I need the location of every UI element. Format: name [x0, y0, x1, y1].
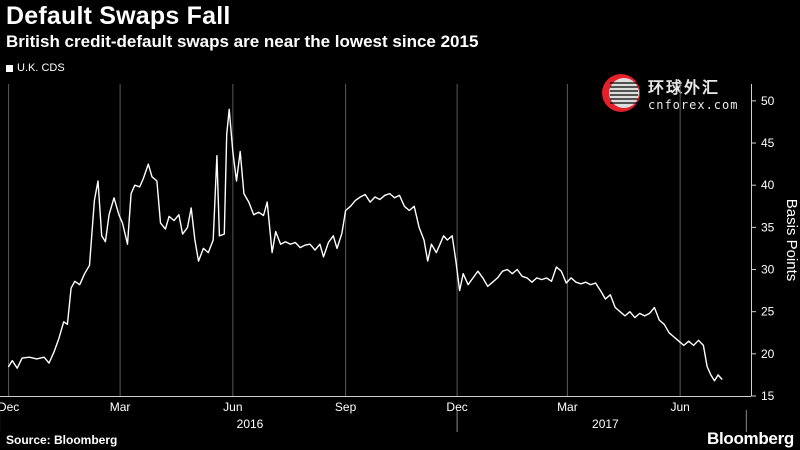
watermark-cn-text: 环球外汇	[648, 78, 721, 97]
series-line-uk-cds	[7, 108, 723, 382]
chart-subtitle: British credit-default swaps are near th…	[6, 32, 479, 51]
y-tick-label-5: 40	[761, 178, 775, 192]
y-tick-label-4: 35	[761, 220, 775, 234]
legend-swatch	[6, 64, 13, 72]
x-year-label-0: 2016	[237, 417, 264, 431]
y-axis-title: Basis Points	[783, 199, 800, 282]
y-tick-label-1: 20	[761, 347, 775, 361]
source-note: Source: Bloomberg	[6, 433, 118, 447]
bloomberg-logo: Bloomberg	[706, 429, 794, 448]
cnforex-logo-icon	[602, 74, 640, 112]
watermark: 环球外汇 cnforex.com	[600, 72, 738, 114]
x-tick-label-6: Jun	[670, 400, 689, 414]
y-tick-label-6: 45	[761, 136, 775, 150]
y-tick-label-7: 50	[761, 94, 775, 108]
x-tick-label-3: Sep	[335, 400, 357, 414]
chart-title: Default Swaps Fall	[6, 2, 231, 30]
x-year-label-1: 2017	[592, 417, 619, 431]
x-tick-label-0: Dec	[0, 400, 19, 414]
legend-label: U.K. CDS	[17, 62, 65, 74]
x-tick-label-5: Mar	[557, 400, 578, 414]
legend: U.K. CDS	[6, 62, 65, 74]
x-tick-label-2: Jun	[223, 400, 242, 414]
watermark-en-text: cnforex.com	[648, 98, 739, 112]
x-tick-label-1: Mar	[110, 400, 131, 414]
x-tick-label-4: Dec	[446, 400, 467, 414]
y-tick-label-2: 25	[761, 305, 775, 319]
y-tick-label-0: 15	[761, 389, 775, 403]
y-tick-label-3: 30	[761, 263, 775, 277]
